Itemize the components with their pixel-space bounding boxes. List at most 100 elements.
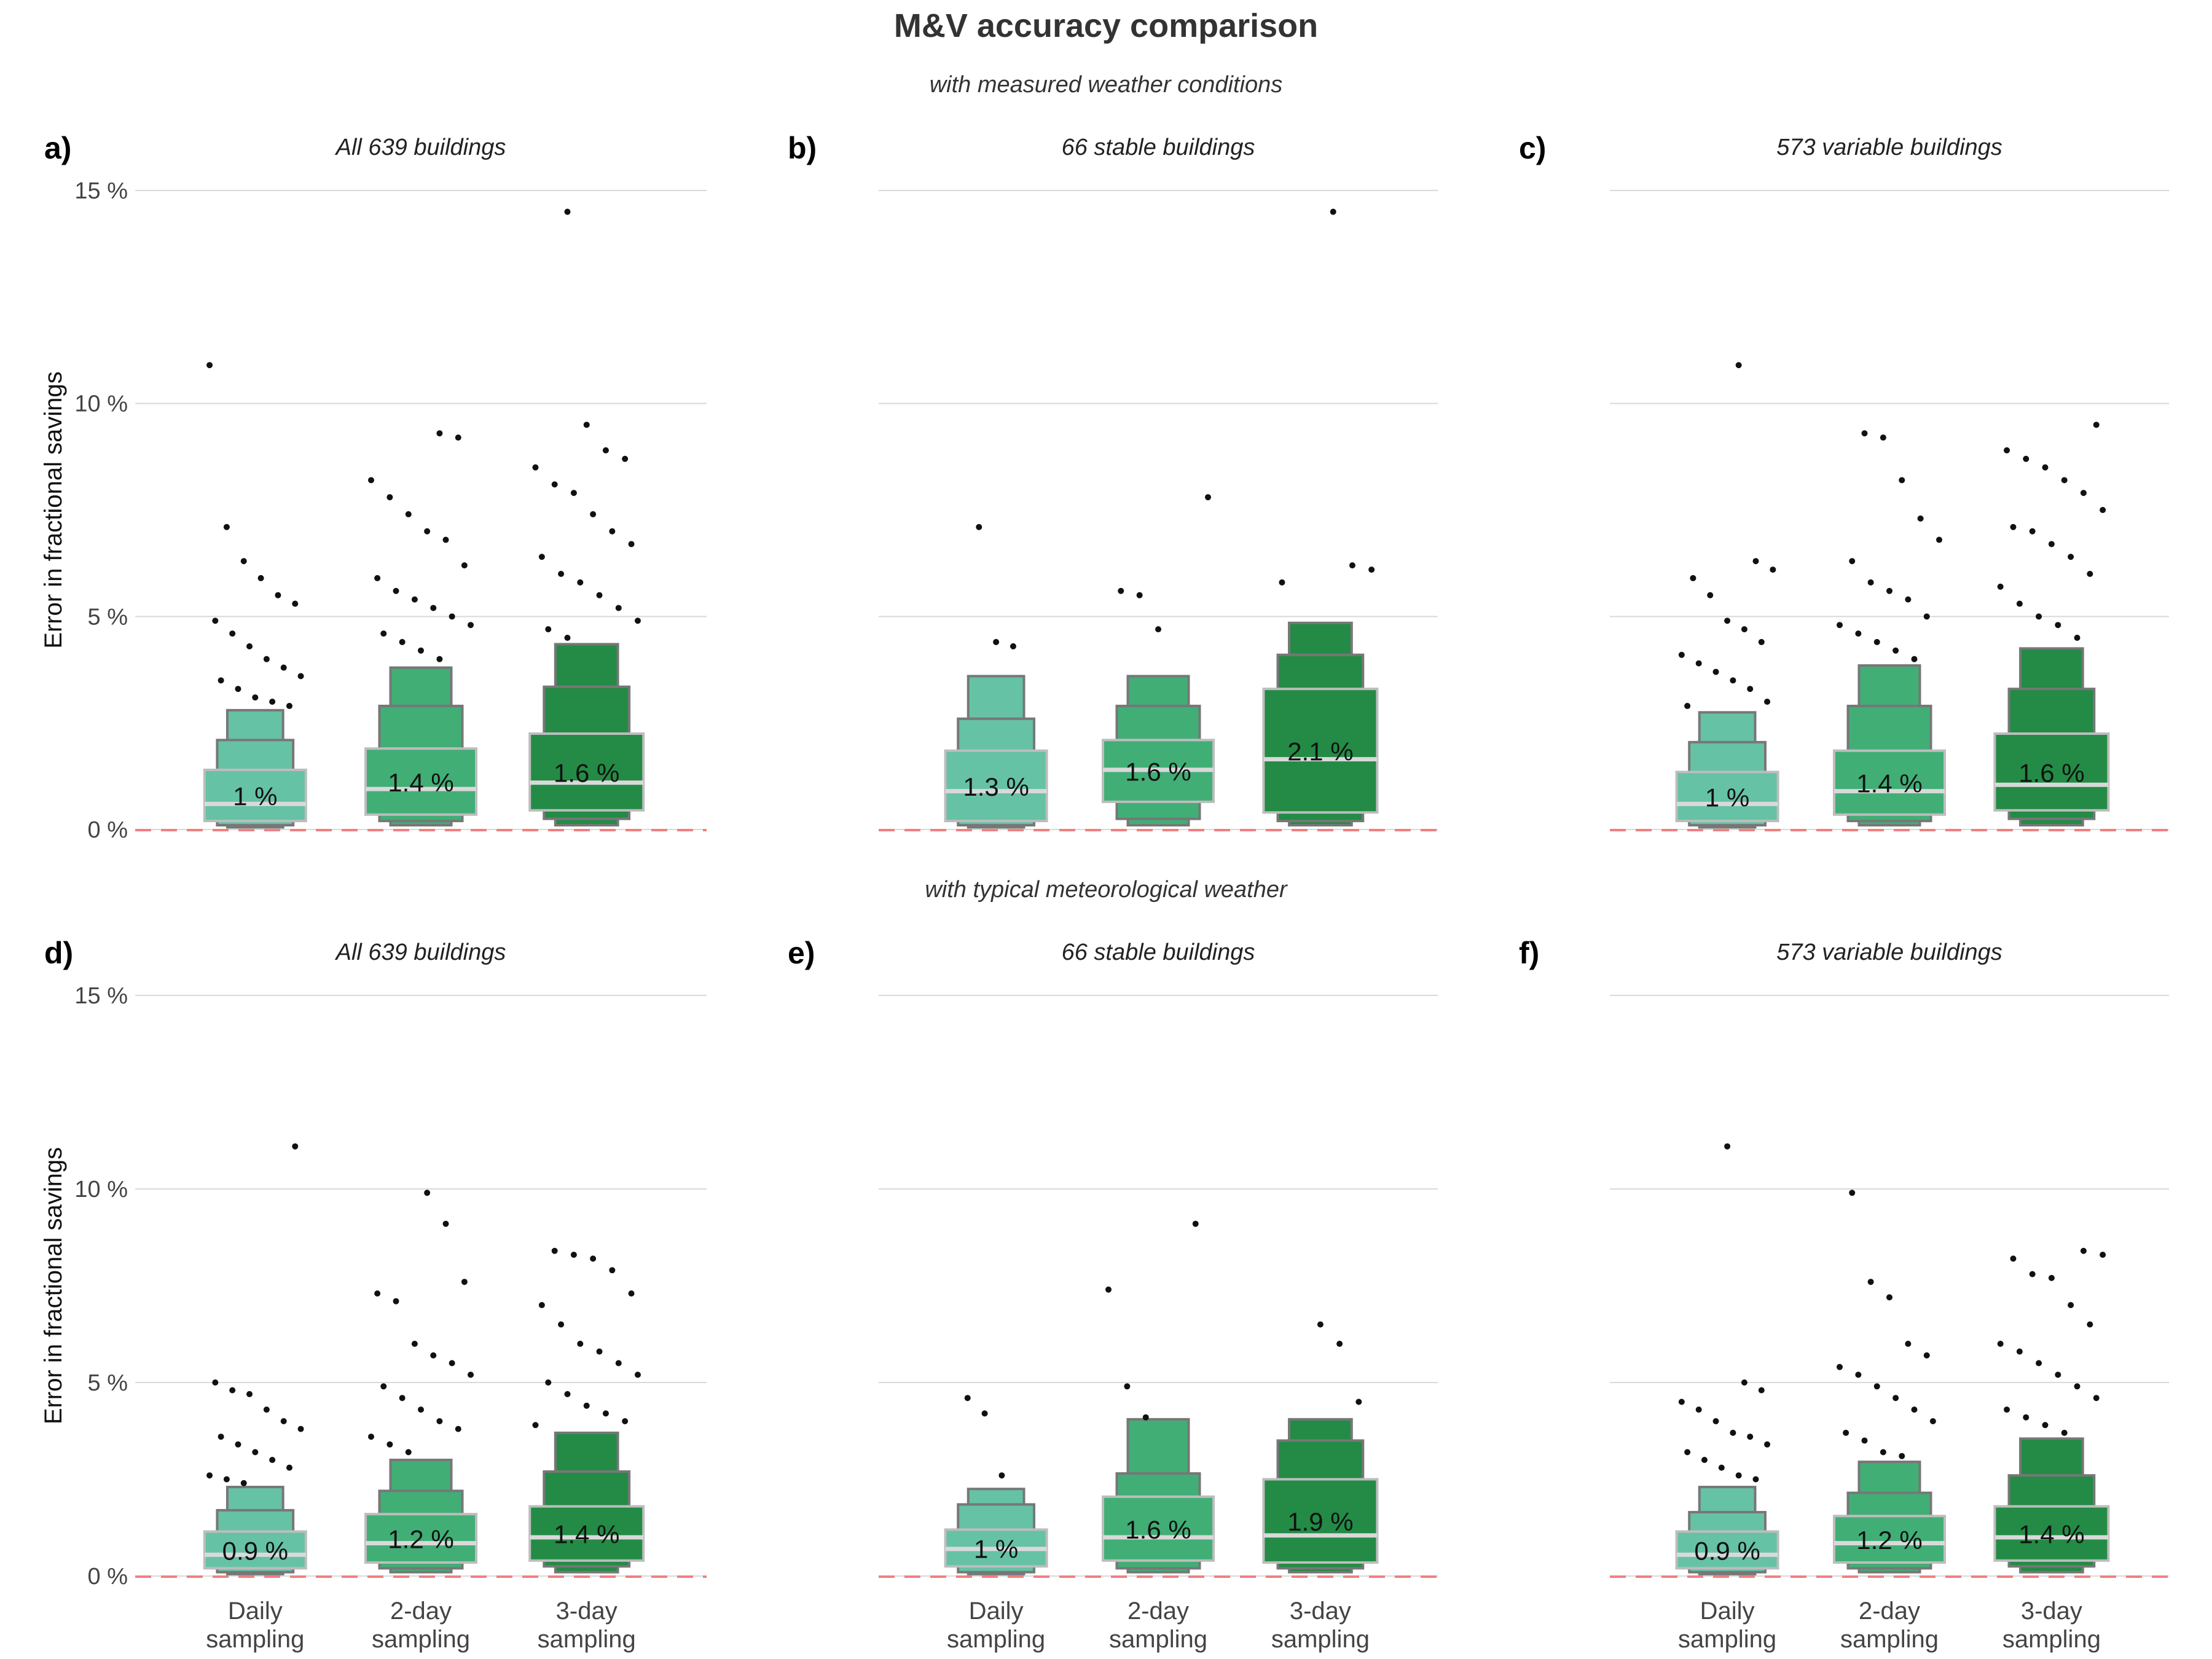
outlier-point xyxy=(2100,507,2106,513)
outlier-point xyxy=(374,1290,381,1297)
outlier-point xyxy=(386,494,393,501)
x-tick-label-line: 2-day xyxy=(390,1598,452,1625)
outlier-point xyxy=(551,1247,558,1254)
outlier-point xyxy=(223,1476,230,1483)
outlier-point xyxy=(292,1143,299,1150)
outlier-point xyxy=(449,613,455,620)
lv-box-level-1 xyxy=(1675,1530,1779,1570)
series-2: 1.2 % xyxy=(1833,1190,1946,1574)
x-tick-label-line: Daily xyxy=(1700,1598,1755,1625)
outlier-point xyxy=(1880,1449,1886,1456)
row-subtitle-1: with measured weather conditions xyxy=(930,72,1283,98)
lv-box-level-1 xyxy=(528,1505,645,1562)
outlier-point xyxy=(545,1379,552,1386)
y-tick-label: 5 % xyxy=(88,604,128,630)
outlier-point xyxy=(2042,464,2049,471)
outlier-point xyxy=(993,638,1000,645)
outlier-point xyxy=(1192,1220,1199,1227)
outlier-point xyxy=(1690,575,1696,581)
lv-box-level-1 xyxy=(203,768,307,823)
outlier-point xyxy=(1892,647,1899,654)
outlier-point xyxy=(263,656,270,662)
outlier-point xyxy=(218,677,224,684)
outlier-point xyxy=(430,1352,437,1359)
outlier-point xyxy=(615,605,622,611)
outlier-point xyxy=(602,447,609,453)
series-3: 1.4 % xyxy=(528,1247,645,1574)
x-tick-label: 3-day sampling xyxy=(538,1598,636,1653)
y-axis-label-row-2: Error in fractional savings xyxy=(40,1147,67,1424)
outlier-point xyxy=(1837,1363,1843,1370)
value-label: 1.2 % xyxy=(1856,1526,1922,1555)
outlier-point xyxy=(558,1321,565,1328)
y-tick-label: 10 % xyxy=(74,1177,128,1202)
outlier-point xyxy=(583,422,590,428)
outlier-point xyxy=(1929,1418,1936,1424)
x-tick-label-line: 3-day xyxy=(556,1598,618,1625)
outlier-point xyxy=(297,673,304,680)
outlier-point xyxy=(2061,1429,2068,1436)
outlier-point xyxy=(2036,613,2042,620)
outlier-point xyxy=(430,605,437,611)
outlier-point xyxy=(1124,1383,1131,1390)
outlier-point xyxy=(436,656,443,662)
lv-box-level-1 xyxy=(1993,732,2110,812)
outlier-point xyxy=(1695,660,1702,667)
outlier-point xyxy=(2036,1360,2042,1367)
value-label: 1 % xyxy=(1705,783,1749,812)
value-label: 1.6 % xyxy=(1125,1515,1191,1544)
outlier-point xyxy=(1770,567,1776,573)
outlier-point xyxy=(1752,558,1759,565)
outlier-point xyxy=(628,541,635,547)
outlier-point xyxy=(545,626,552,633)
outlier-point xyxy=(1758,1387,1765,1394)
outlier-point xyxy=(235,686,241,692)
panel-letter: d) xyxy=(44,936,73,970)
series-3: 1.6 % xyxy=(1993,422,2110,827)
outlier-point xyxy=(1678,1398,1685,1405)
outlier-point xyxy=(257,575,264,581)
outlier-point xyxy=(1873,638,1880,645)
outlier-point xyxy=(286,1464,292,1471)
x-tick-label: 2-day sampling xyxy=(1840,1598,1939,1653)
outlier-point xyxy=(1837,622,1843,629)
x-tick-label-line: 3-day xyxy=(1290,1598,1351,1625)
outlier-point xyxy=(411,1341,418,1347)
outlier-point xyxy=(1205,494,1211,501)
outlier-point xyxy=(1861,430,1868,437)
lv-box-level-1 xyxy=(364,747,477,816)
outlier-point xyxy=(538,554,545,560)
outlier-point xyxy=(1741,626,1747,633)
value-label: 1.4 % xyxy=(2018,1520,2084,1549)
panel-title: 66 stable buildings xyxy=(1062,135,1255,160)
outlier-point xyxy=(399,638,406,645)
panel-title: All 639 buildings xyxy=(335,939,506,965)
lv-box-level-1 xyxy=(203,1530,307,1570)
outlier-point xyxy=(564,635,571,641)
x-tick-label-line: 2-day xyxy=(1859,1598,1920,1625)
outlier-point xyxy=(1855,630,1862,637)
outlier-point xyxy=(1899,477,1905,484)
outlier-point xyxy=(2093,422,2100,428)
outlier-point xyxy=(1752,1476,1759,1483)
panel-letter: f) xyxy=(1519,936,1539,970)
panel-title: 66 stable buildings xyxy=(1062,939,1255,965)
outlier-point xyxy=(442,536,449,543)
outlier-point xyxy=(212,1379,219,1386)
outlier-point xyxy=(590,511,597,517)
outlier-point xyxy=(1724,618,1731,624)
value-label: 1.6 % xyxy=(554,758,619,787)
value-label: 1 % xyxy=(233,782,277,811)
y-tick-label: 15 % xyxy=(74,178,128,204)
outlier-point xyxy=(1867,1279,1874,1285)
outlier-point xyxy=(206,362,213,369)
lv-box-level-1 xyxy=(364,1513,477,1564)
outlier-point xyxy=(1997,1341,2004,1347)
outlier-point xyxy=(1712,1418,1719,1424)
outlier-point xyxy=(1758,638,1765,645)
value-label: 1.4 % xyxy=(554,1520,619,1549)
series-1: 1 % xyxy=(1675,362,1779,829)
y-tick-label: 0 % xyxy=(88,817,128,843)
outlier-point xyxy=(229,1387,236,1394)
outlier-point xyxy=(1764,1441,1771,1448)
